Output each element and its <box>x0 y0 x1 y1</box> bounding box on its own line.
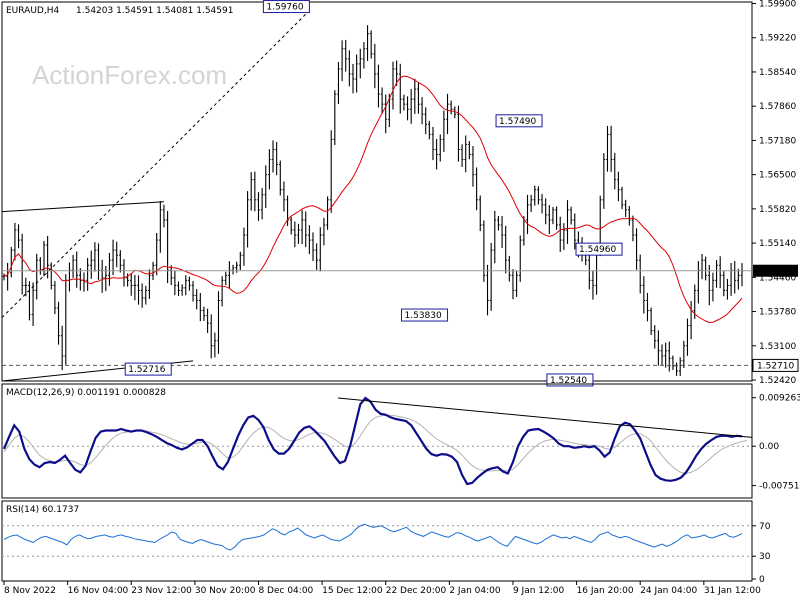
rsi-tick-label: 0 <box>759 575 765 585</box>
annotation-label-2: 1.54960 <box>579 245 616 255</box>
annotation-label-4: 1.52716 <box>128 365 165 375</box>
annotation-label-3: 1.53830 <box>405 311 442 321</box>
macd-main-line <box>2 396 743 486</box>
price-candles <box>2 25 744 377</box>
price-tick-label: 1.53100 <box>759 342 796 352</box>
ohlc-readout: 1.54203 1.54591 1.54081 1.54591 <box>76 6 233 16</box>
annotation-box <box>401 308 449 322</box>
rsi-line <box>2 523 752 557</box>
upper-trendline <box>1 201 164 213</box>
macd-trendline <box>337 397 753 438</box>
time-tick-label: 30 Nov 20:00 <box>195 586 256 596</box>
price-tick-label: 1.56500 <box>759 171 796 181</box>
rsi-panel[interactable] <box>1 500 753 582</box>
current-price-label: 1.54591 <box>757 267 794 277</box>
time-tick-label: 31 Jan 12:00 <box>704 586 761 596</box>
price-tick-label: 1.59220 <box>759 34 796 44</box>
watermark: ActionForex.com <box>32 60 227 90</box>
support-badge <box>752 358 799 372</box>
dashed-channel-line <box>1 10 310 318</box>
time-tick-label: 9 Jan 12:00 <box>513 586 565 596</box>
macd-axis: 0.009263 0.00 -0.007517 <box>752 394 800 492</box>
annotation-label-1: 1.57490 <box>499 117 536 127</box>
time-tick-label: 22 Dec 20:00 <box>386 586 447 596</box>
price-axis: 1.59900 1.59220 1.58540 1.57860 1.57180 1.565… <box>752 0 799 386</box>
price-tick-label: 1.52420 <box>759 376 796 386</box>
current-price-badge <box>753 264 798 277</box>
moving-average-line <box>3 75 743 324</box>
macd-lines <box>2 396 753 486</box>
macd-tick-label: 0.00 <box>759 442 779 452</box>
annotation-box <box>575 242 623 256</box>
price-tick-label: 1.55820 <box>759 205 796 215</box>
price-panel[interactable] <box>1 1 753 382</box>
price-tick-label: 1.58540 <box>759 68 796 78</box>
rsi-title: RSI(14) 60.1737 <box>6 505 79 515</box>
time-tick-label: 24 Jan 04:00 <box>640 586 697 596</box>
time-tick-label: 8 Dec 04:00 <box>258 586 313 596</box>
time-tick-label: 15 Dec 12:00 <box>322 586 383 596</box>
macd-tick-label: 0.009263 <box>759 394 800 404</box>
time-tick-label: 2 Jan 04:00 <box>449 586 501 596</box>
rsi-tick-label: 70 <box>759 522 771 532</box>
annotation-box <box>262 0 310 14</box>
time-tick-label: 16 Jan 20:00 <box>577 586 634 596</box>
annotation-box <box>546 373 594 387</box>
price-tick-label: 1.54460 <box>759 273 796 283</box>
annotation-box <box>495 114 543 128</box>
rsi-tick-label: 30 <box>759 552 771 562</box>
rsi-axis: 70 30 0 <box>752 522 771 585</box>
time-tick-label: 8 Nov 2022 <box>4 586 56 596</box>
symbol-label: EURAUD,H4 <box>6 6 59 16</box>
time-tick-label: 16 Nov 04:00 <box>68 586 129 596</box>
price-tick-label: 1.57860 <box>759 102 796 112</box>
price-overlays: 1.59760 1.57490 1.54960 1.53830 1.52716 1.525… <box>1 0 752 387</box>
macd-panel[interactable] <box>1 383 753 499</box>
macd-tick-label: -0.007517 <box>759 482 800 492</box>
support-price-label: 1.52710 <box>757 361 794 371</box>
price-tick-label: 1.53780 <box>759 308 796 318</box>
annotation-label-5: 1.52540 <box>550 376 587 386</box>
macd-title: MACD(12,26,9) 0.001191 0.000828 <box>6 388 166 398</box>
annotation-label-0: 1.59760 <box>266 3 303 13</box>
annotation-box <box>124 362 172 376</box>
price-tick-label: 1.59900 <box>759 0 796 10</box>
price-tick-label: 1.57180 <box>759 136 796 146</box>
time-tick-label: 23 Nov 12:00 <box>131 586 192 596</box>
rsi-line <box>3 523 743 551</box>
time-axis: 8 Nov 2022 16 Nov 04:00 23 Nov 12:00 30 Nov… <box>3 581 761 596</box>
price-tick-label: 1.55140 <box>759 239 796 249</box>
